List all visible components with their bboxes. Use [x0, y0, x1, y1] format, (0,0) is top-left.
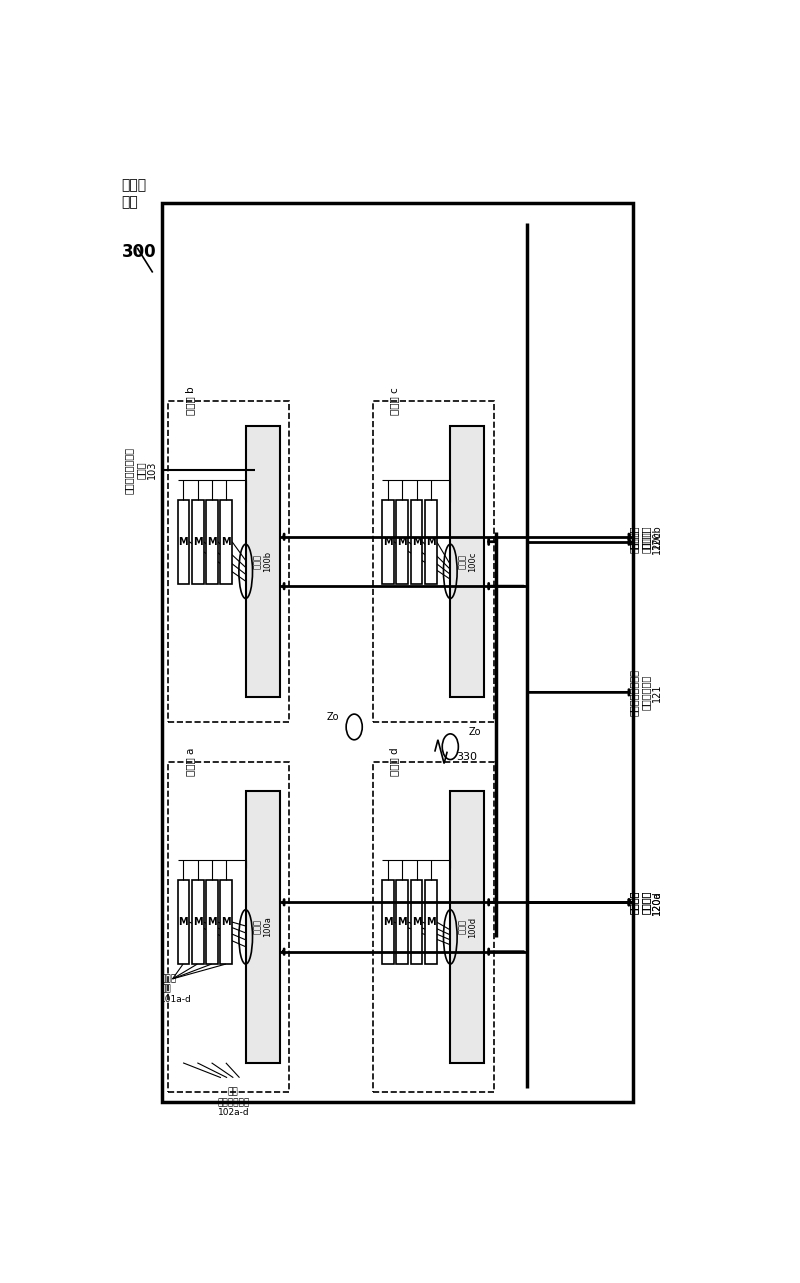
Bar [425, 880, 437, 964]
Text: 存储器
器件
101a-d: 存储器 器件 101a-d [160, 974, 192, 1003]
Text: 缓冲器
100b: 缓冲器 100b [253, 550, 273, 572]
Text: M: M [222, 917, 231, 928]
Bar [162, 203, 634, 1102]
Text: 数据片 c: 数据片 c [390, 387, 399, 414]
Text: 信号通路
（数据）
120d: 信号通路 （数据） 120d [629, 890, 662, 915]
Bar [220, 500, 232, 584]
Bar [246, 426, 280, 698]
Bar [373, 402, 494, 722]
Text: 信号通路
（数据）
120a: 信号通路 （数据） 120a [629, 890, 662, 915]
Text: M: M [426, 536, 435, 547]
Text: 信号通路（控制／
地址／时钟）
121: 信号通路（控制／ 地址／时钟） 121 [629, 668, 662, 716]
Text: 信号通路
（数据）
120c: 信号通路 （数据） 120c [629, 530, 662, 554]
Bar [382, 500, 394, 584]
Text: M: M [222, 536, 231, 547]
Text: 缓冲器
100d: 缓冲器 100d [458, 916, 477, 938]
Text: M: M [383, 917, 393, 928]
Text: M: M [207, 917, 217, 928]
Text: M: M [412, 917, 422, 928]
Text: M: M [193, 536, 202, 547]
Bar [410, 500, 422, 584]
Bar [382, 880, 394, 964]
Bar [206, 880, 218, 964]
Text: M: M [193, 917, 202, 928]
Bar [246, 792, 280, 1062]
Text: 信号
通路（数据）
102a-d: 信号 通路（数据） 102a-d [217, 1088, 250, 1117]
Bar [425, 500, 437, 584]
Text: M: M [178, 536, 188, 547]
Text: 信号通路
（数据）
120b: 信号通路 （数据） 120b [629, 525, 662, 549]
Text: 存储器
模块: 存储器 模块 [122, 178, 147, 209]
Text: 数据片 a: 数据片 a [185, 747, 195, 776]
Text: M: M [412, 536, 422, 547]
Bar [192, 880, 203, 964]
Bar [450, 792, 485, 1062]
Bar [168, 402, 289, 722]
Bar [220, 880, 232, 964]
Text: M: M [383, 536, 393, 547]
Text: M: M [178, 917, 188, 928]
Bar [373, 762, 494, 1093]
Text: 信号通路（控制／
地址）
103: 信号通路（控制／ 地址） 103 [124, 446, 157, 494]
Bar [178, 880, 190, 964]
Text: M: M [398, 917, 407, 928]
Bar [206, 500, 218, 584]
Text: M: M [207, 536, 217, 547]
Text: 数据片 d: 数据片 d [390, 747, 399, 776]
Text: M: M [398, 536, 407, 547]
Text: 数据片 b: 数据片 b [185, 386, 195, 416]
Bar [450, 426, 485, 698]
Text: M: M [426, 917, 435, 928]
Bar [178, 500, 190, 584]
Bar [396, 880, 408, 964]
Bar [168, 762, 289, 1093]
Text: 330: 330 [457, 752, 478, 762]
Text: Zo: Zo [469, 727, 482, 736]
Text: Zo: Zo [326, 712, 338, 722]
Bar [410, 880, 422, 964]
Text: 缓冲器
100a: 缓冲器 100a [253, 916, 273, 938]
Text: 缓冲器
100c: 缓冲器 100c [458, 552, 477, 572]
Bar [192, 500, 203, 584]
Text: 300: 300 [122, 242, 156, 260]
Bar [396, 500, 408, 584]
